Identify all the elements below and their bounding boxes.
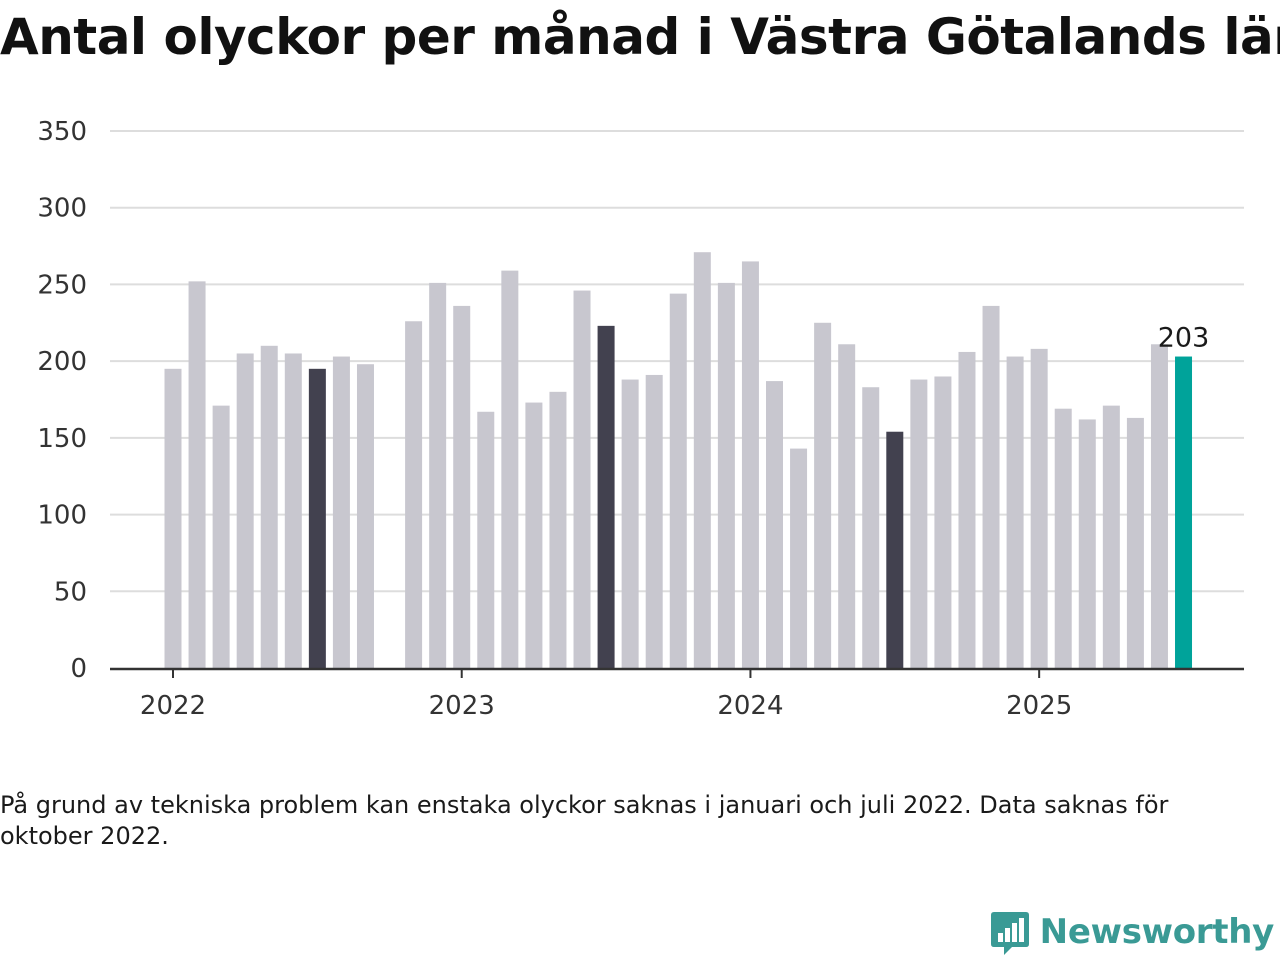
axes: 0 50 100 150 200 250 300 350 203 2022 2023 2024 2025	[37, 117, 1244, 721]
chart-bubble-icon	[990, 912, 1029, 955]
bar-2023-02	[477, 411, 495, 668]
newsworthy-logo[interactable]: Newsworthy	[990, 908, 1274, 956]
bar-2022-07	[308, 368, 326, 668]
bar-2024-05	[838, 344, 856, 668]
x-tick-label-2022: 2022	[140, 691, 206, 721]
bar-2024-01	[741, 261, 759, 668]
bar-2024-03	[790, 448, 808, 668]
bar-2022-01	[164, 368, 182, 668]
bar-2022-05	[260, 345, 278, 668]
bar-2023-05	[549, 391, 567, 668]
bar-2022-11	[405, 321, 423, 668]
bar-2024-10	[958, 351, 976, 668]
bar-2023-03	[501, 270, 519, 668]
bar-2023-07	[597, 325, 615, 668]
bar-2022-08	[332, 356, 350, 668]
bar-2023-08	[621, 379, 639, 668]
bar-2024-09	[934, 376, 952, 668]
y-tick-label-250: 250	[37, 270, 87, 300]
brand-name: Newsworthy	[1039, 912, 1275, 952]
footnote: På grund av tekniska problem kan enstaka…	[0, 791, 1169, 850]
bar-2024-06	[862, 387, 880, 668]
y-tick-label-100: 100	[37, 501, 87, 531]
bar-2022-06	[284, 353, 302, 668]
bar-2023-09	[645, 374, 663, 668]
bar-2025-06	[1150, 344, 1168, 668]
bar-2025-02	[1054, 408, 1072, 668]
bar-2024-08	[910, 379, 928, 668]
bar-2025-01	[1030, 348, 1048, 668]
x-tick-label-2024: 2024	[717, 691, 783, 721]
bar-2023-06	[573, 290, 591, 668]
bar-2025-05	[1126, 417, 1144, 668]
bar-2023-01	[453, 305, 471, 668]
bar-2024-11	[982, 305, 1000, 668]
x-tick-label-2025: 2025	[1006, 691, 1072, 721]
x-tick-label-2023: 2023	[429, 691, 495, 721]
y-tick-label-300: 300	[37, 194, 87, 224]
y-tick-label-200: 200	[37, 347, 87, 377]
bars	[164, 252, 1193, 669]
bar-2023-12	[717, 282, 735, 668]
bar-2024-02	[766, 381, 783, 668]
bar-2023-11	[693, 252, 711, 669]
y-tick-label-350: 350	[37, 117, 87, 147]
bar-2023-10	[669, 293, 687, 668]
bar-2022-02	[188, 281, 206, 668]
bar-2024-07	[886, 431, 904, 668]
bar-2025-03	[1078, 419, 1096, 668]
chart-title: Antal olyckor per månad i Västra Götalan…	[0, 8, 1280, 66]
bar-2025-04	[1102, 405, 1120, 668]
bar-2022-04	[236, 353, 254, 668]
bar-2022-03	[212, 405, 230, 668]
bar-2023-04	[525, 402, 543, 668]
bar-2022-09	[356, 364, 374, 668]
bar-2025-07	[1175, 356, 1193, 668]
bar-chart: 0 50 100 150 200 250 300 350 203 2022 2023 2024 2025	[37, 117, 1244, 721]
y-tick-label-0: 0	[70, 654, 87, 684]
y-tick-label-50: 50	[54, 577, 87, 607]
bar-2022-12	[429, 282, 447, 668]
bar-2024-04	[814, 322, 832, 668]
data-label-2025-07: 203	[1158, 323, 1210, 354]
bar-2024-12	[1006, 356, 1024, 668]
y-tick-label-150: 150	[37, 424, 87, 454]
